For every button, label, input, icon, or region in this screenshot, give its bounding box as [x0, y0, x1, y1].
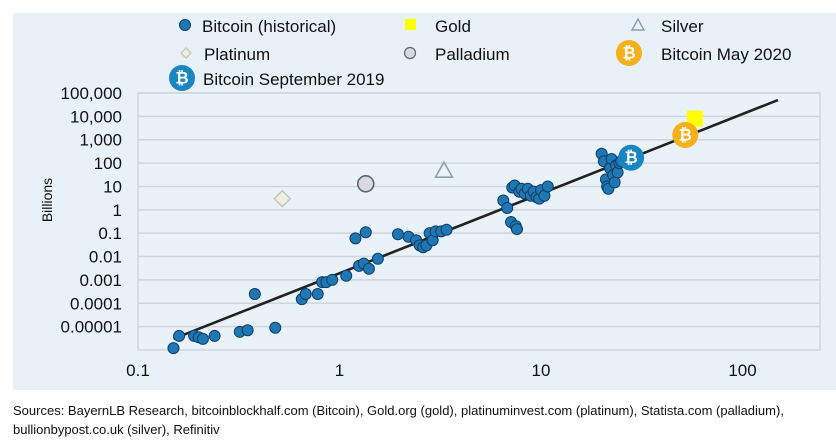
legend-label: Gold	[435, 17, 471, 36]
diamond-marker-icon	[180, 47, 192, 59]
bitcoin-historical-point	[173, 329, 186, 342]
bitcoin-historical-point	[269, 321, 282, 334]
y-tick-label: 0.0001	[70, 294, 122, 313]
bitcoin-icon: ₿	[175, 68, 188, 87]
sources-note: Sources: BayernLB Research, bitcoinblock…	[13, 403, 784, 437]
bitcoin-icon: ₿	[622, 43, 635, 62]
y-axis-title: Billions	[39, 178, 55, 222]
y-tick-label: 0.1	[98, 224, 122, 243]
bitcoin-historical-point	[440, 223, 453, 236]
legend-item-platinum: Platinum	[180, 45, 270, 64]
bitcoin-historical-point	[311, 287, 324, 300]
bitcoin-historical-point	[167, 342, 180, 355]
platinum-point	[273, 189, 292, 208]
y-tick-label: 0.01	[89, 248, 122, 267]
legend: Bitcoin (historical) Gold Silver Platinum Pa…	[169, 17, 791, 91]
bitcoin-historical-point	[391, 228, 404, 241]
coin-circle	[169, 65, 195, 91]
x-tick-label: 0.1	[126, 361, 150, 380]
bitcoin-historical-point	[326, 273, 339, 286]
bitcoin-may-2020-point: ₿	[672, 121, 699, 148]
coin-circle	[618, 144, 645, 171]
y-tick-label: 100,000	[61, 84, 122, 103]
legend-label: Platinum	[204, 45, 270, 64]
x-tick-label: 10	[532, 361, 551, 380]
legend-item-bitcoin-sep-2019: ₿ Bitcoin September 2019	[169, 65, 384, 91]
silver-point	[434, 160, 454, 178]
legend-item-palladium: Palladium	[403, 45, 510, 64]
bitcoin-sep-2019-point: ₿	[618, 144, 645, 171]
triangle-marker-icon	[630, 17, 646, 31]
bitcoin-historical-point	[349, 232, 362, 245]
bitcoin-historical-point	[340, 269, 353, 282]
bitcoin-icon: ₿	[679, 125, 692, 144]
y-tick-label: 0.00001	[61, 318, 122, 337]
x-tick-label: 100	[728, 361, 756, 380]
bitcoin-historical-point	[196, 332, 209, 345]
bitcoin-historical-point	[208, 329, 221, 342]
bitcoin-historical-point	[541, 180, 554, 193]
bitcoin-historical-point	[359, 226, 372, 239]
bitcoin-coin-icon: ₿	[616, 40, 642, 66]
bitcoin-coin-icon: ₿	[169, 65, 195, 91]
y-axis-ticks: 100,000 10,000 1,000 100 10 1 0.1 0.01 0.001 0.00…	[61, 84, 122, 337]
legend-label: Bitcoin May 2020	[661, 45, 791, 64]
bitcoin-icon: ₿	[624, 148, 637, 167]
bitcoin-historical-point	[248, 287, 261, 300]
x-tick-label: 1	[335, 361, 344, 380]
bitcoin-historical-point	[371, 252, 384, 265]
legend-label: Silver	[661, 17, 704, 36]
legend-item-bitcoin-may-2020: ₿ Bitcoin May 2020	[616, 40, 791, 66]
y-tick-label: 10,000	[70, 107, 122, 126]
y-tick-label: 10	[103, 177, 122, 196]
bitcoin-historical-point	[510, 223, 523, 236]
y-tick-label: 1,000	[79, 131, 122, 150]
bitcoin-historical-point	[362, 262, 375, 275]
circle-marker-icon	[179, 19, 191, 31]
y-tick-label: 100	[94, 154, 122, 173]
legend-label: Bitcoin September 2019	[203, 70, 384, 89]
legend-item-bitcoin-historical: Bitcoin (historical)	[179, 17, 336, 36]
bitcoin-historical-point	[608, 176, 621, 189]
bitcoin-historical-point	[299, 287, 312, 300]
palladium-point	[356, 174, 375, 193]
coin-circle	[616, 40, 642, 66]
legend-label: Palladium	[435, 45, 510, 64]
square-marker-icon	[405, 19, 416, 30]
bitcoin-historical-point	[501, 201, 514, 214]
legend-label: Bitcoin (historical)	[202, 17, 336, 36]
legend-item-silver: Silver	[630, 17, 704, 36]
legend-item-gold: Gold	[405, 17, 471, 36]
data-points: ₿₿	[167, 110, 703, 355]
y-tick-label: 0.001	[79, 271, 122, 290]
bitcoin-historical-point	[241, 324, 254, 337]
circle-marker-icon	[403, 46, 417, 60]
coin-circle	[672, 121, 699, 148]
gold-point	[686, 110, 703, 127]
y-tick-label: 1	[113, 201, 122, 220]
x-axis-ticks: 0.1 1 10 100	[126, 361, 757, 380]
